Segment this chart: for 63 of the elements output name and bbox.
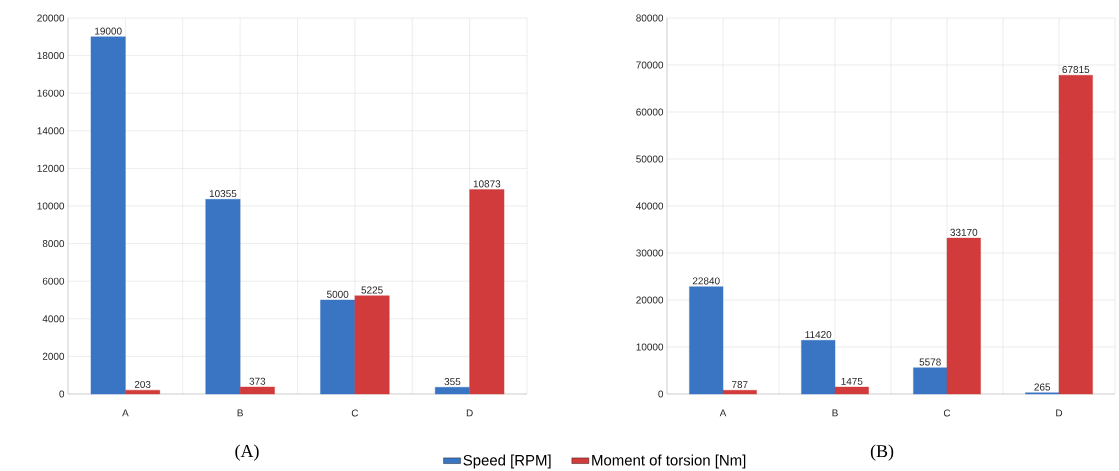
bar: [435, 387, 470, 395]
data-label: 10355: [209, 190, 237, 198]
y-tick-label: 18000: [37, 52, 65, 60]
bar: [205, 199, 241, 395]
bar: [801, 340, 836, 395]
y-tick-label: 40000: [636, 202, 664, 210]
y-tick-label: 80000: [636, 14, 664, 22]
data-label: 11420: [805, 331, 832, 339]
bar: [125, 390, 161, 395]
data-label: 787: [732, 381, 748, 389]
legend-label: Speed [RPM]: [463, 454, 551, 469]
bar: [320, 299, 356, 395]
y-tick-label: 6000: [42, 277, 65, 285]
data-label: 5000: [327, 290, 349, 298]
x-tick-label: B: [832, 409, 838, 417]
bar: [1058, 75, 1093, 395]
y-tick-label: 50000: [636, 155, 664, 163]
y-tick-label: 8000: [42, 240, 65, 248]
data-label: 265: [1034, 383, 1051, 391]
x-tick-label: B: [237, 409, 243, 417]
data-label: 355: [444, 378, 461, 386]
y-tick-label: 0: [59, 390, 65, 398]
text: (B): [870, 444, 894, 461]
data-label: 33170: [950, 228, 978, 236]
y-tick-label: 2000: [42, 352, 65, 360]
data-label: 10873: [473, 180, 501, 188]
y-tick-label: 30000: [636, 249, 664, 257]
y-tick-label: 0: [658, 390, 664, 398]
bar: [722, 390, 757, 395]
bar: [239, 386, 275, 395]
y-tick-label: 12000: [37, 164, 65, 172]
bar: [469, 189, 505, 395]
bar: [834, 386, 869, 395]
x-tick-label: C: [351, 409, 359, 417]
x-tick-label: A: [122, 409, 129, 417]
x-tick-label: C: [943, 409, 951, 417]
data-label: 22840: [692, 277, 720, 285]
y-tick-label: 20000: [636, 296, 664, 304]
y-tick-label: 16000: [37, 89, 65, 97]
data-label: 1475: [841, 377, 863, 385]
y-tick-label: 4000: [42, 315, 65, 323]
legend-label: Moment of torsion [Nm]: [592, 454, 746, 469]
data-label: 5578: [919, 358, 941, 366]
bar: [913, 367, 948, 395]
bar: [689, 286, 724, 395]
x-tick-label: D: [466, 409, 473, 417]
y-tick-label: 10000: [37, 202, 65, 210]
y-tick-label: 10000: [636, 343, 664, 351]
bar: [354, 295, 390, 395]
bar: [90, 36, 126, 395]
data-label: 67815: [1062, 66, 1090, 74]
y-tick-label: 70000: [636, 61, 664, 69]
y-tick-label: 60000: [636, 108, 664, 116]
data-label: 19000: [95, 27, 122, 35]
y-tick-label: 14000: [37, 127, 65, 135]
text: (A): [235, 444, 259, 461]
y-tick-label: 20000: [37, 14, 65, 22]
data-label: 373: [249, 377, 266, 385]
x-tick-label: A: [719, 409, 727, 417]
data-label: 203: [134, 380, 151, 389]
bar: [946, 237, 981, 395]
data-label: 5225: [361, 286, 383, 294]
x-tick-label: D: [1056, 409, 1063, 417]
